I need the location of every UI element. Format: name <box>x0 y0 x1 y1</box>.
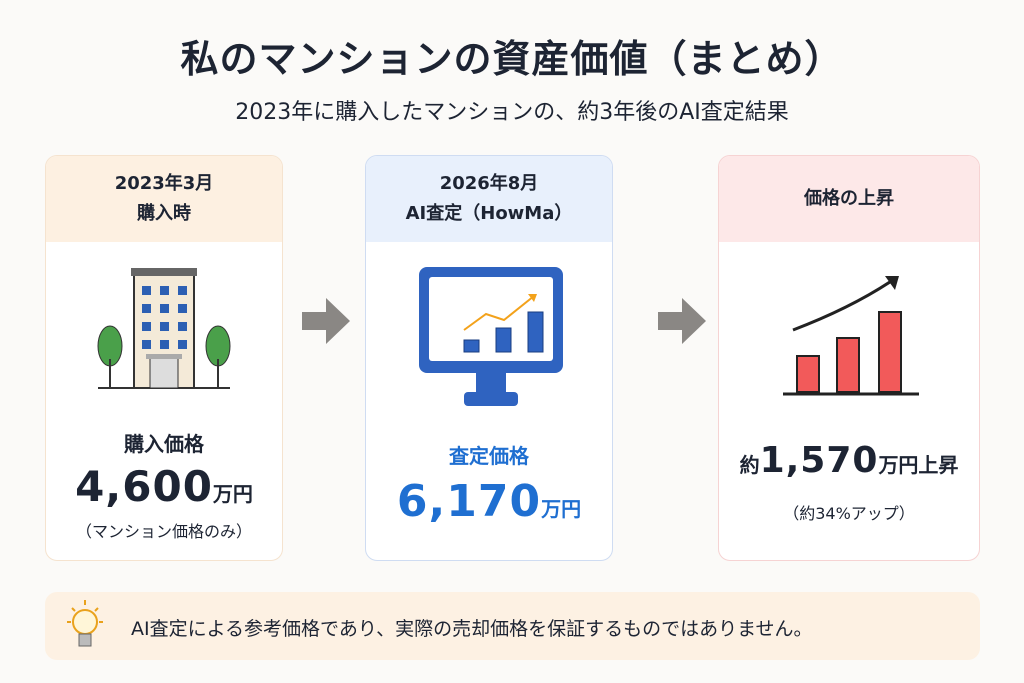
note: （約34%アップ） <box>783 504 915 523</box>
card-header: 2023年3月 購入時 <box>46 156 282 242</box>
monitor-icon <box>419 267 563 406</box>
label: 購入価格 <box>124 432 204 456</box>
unit: 万円上昇 <box>878 453 959 477</box>
heading: 価格の上昇 <box>804 188 894 209</box>
title: 私のマンションの資産価値（まとめ） <box>180 37 844 81</box>
unit: 万円 <box>212 482 253 506</box>
value: 6,170 <box>396 476 542 527</box>
growth-icon <box>783 276 919 396</box>
disclaimer: AI査定による参考価格であり、実際の売却価格を保証するものではありません。 <box>131 618 813 640</box>
unit: 万円 <box>541 497 582 521</box>
arrow <box>658 298 706 344</box>
subtitle: 2023年に購入したマンションの、約3年後のAI査定結果 <box>235 100 789 125</box>
card-increase: 価格の上昇 約1,570万円上昇 （約34%アップ） <box>718 155 980 561</box>
date: 2026年8月 <box>439 173 539 194</box>
card-purchase: 2023年3月 購入時 購入価格 4,600万円 （マンション価格のみ） <box>45 155 283 561</box>
value: 4,600 <box>75 462 213 511</box>
heading: AI査定（HowMa） <box>405 203 573 224</box>
arrow <box>302 298 350 344</box>
footer-note: AI査定による参考価格であり、実際の売却価格を保証するものではありません。 <box>45 592 980 660</box>
card-appraisal: 2026年8月 AI査定（HowMa） 査定価格 6,170万円 <box>365 155 613 561</box>
bulb-icon <box>67 600 103 647</box>
prefix: 約 <box>739 453 760 477</box>
card-header: 2026年8月 AI査定（HowMa） <box>366 156 612 242</box>
date: 2023年3月 <box>114 173 214 194</box>
value: 1,570 <box>759 440 879 481</box>
building-icon <box>97 268 231 389</box>
heading: 購入時 <box>137 203 191 224</box>
label: 査定価格 <box>449 444 529 468</box>
note: （マンション価格のみ） <box>75 522 252 541</box>
card-header: 価格の上昇 <box>719 156 979 242</box>
